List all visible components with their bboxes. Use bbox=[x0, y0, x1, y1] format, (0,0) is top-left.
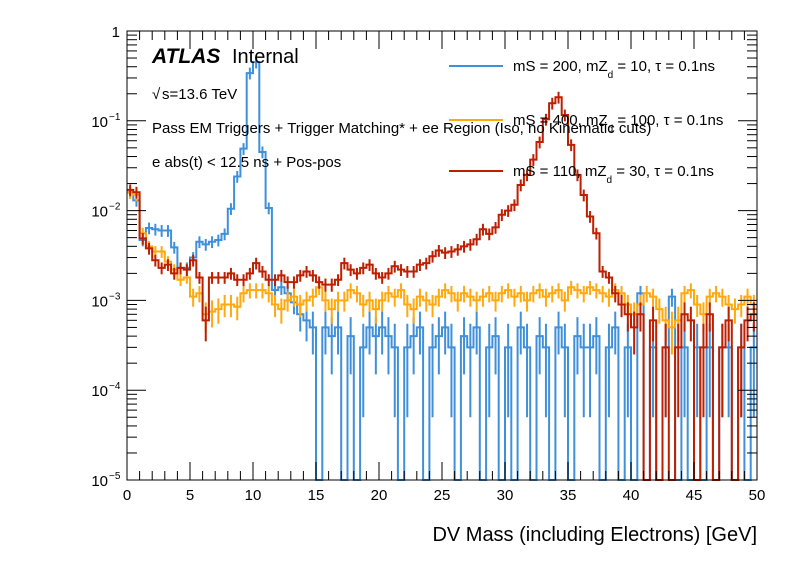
legend: mS = 200, mZd = 10, τ = 0.1ns mS = 400, m… bbox=[449, 58, 723, 186]
x-tick-label: 15 bbox=[308, 487, 325, 504]
x-tick-label: 40 bbox=[623, 487, 640, 504]
y-tick-exponent: −2 bbox=[109, 202, 121, 213]
x-tick-label: 35 bbox=[560, 487, 577, 504]
y-tick-label: 10 bbox=[91, 204, 108, 221]
y-tick-exponent: −5 bbox=[109, 471, 121, 482]
legend-entry-3: mS = 110, mZd = 30, τ = 0.1ns bbox=[449, 163, 714, 186]
axis-ticks bbox=[126, 30, 758, 481]
sqrt-symbol: √ bbox=[152, 86, 161, 103]
x-axis-label: DV Mass (including Electrons) [GeV] bbox=[432, 524, 757, 546]
x-tick-label: 45 bbox=[686, 487, 703, 504]
y-tick-label: 10 bbox=[91, 114, 108, 131]
atlas-label: ATLAS bbox=[151, 45, 220, 68]
y-tick-label: 1 bbox=[112, 24, 120, 41]
y-tick-label: 10 bbox=[91, 473, 108, 490]
x-tick-labels: 0 5 10 15 20 25 30 35 40 45 50 bbox=[123, 487, 766, 504]
legend-label: mS = 110, mZd = 30, τ = 0.1ns bbox=[513, 163, 714, 186]
energy-label: s=13.6 TeV bbox=[162, 86, 237, 103]
series-3 bbox=[127, 91, 757, 481]
y-tick-label: 10 bbox=[91, 293, 108, 310]
x-tick-label: 0 bbox=[123, 487, 131, 504]
y-tick-label: 10 bbox=[91, 383, 108, 400]
y-tick-exponent: −3 bbox=[109, 291, 121, 302]
x-tick-label: 10 bbox=[245, 487, 262, 504]
x-tick-label: 5 bbox=[186, 487, 194, 504]
x-tick-label: 50 bbox=[749, 487, 766, 504]
internal-label: Internal bbox=[232, 46, 299, 68]
y-tick-labels: 10 −510 −410 −310 −210 −11 bbox=[91, 24, 121, 490]
legend-entry-1: mS = 200, mZd = 10, τ = 0.1ns bbox=[449, 58, 715, 81]
series-layer bbox=[127, 56, 757, 481]
y-tick-exponent: −1 bbox=[109, 112, 121, 123]
y-tick-exponent: −4 bbox=[109, 381, 121, 392]
selection-label-2: e abs(t) < 12.5 ns + Pos-pos bbox=[152, 154, 341, 171]
selection-label-1: Pass EM Triggers + Trigger Matching* + e… bbox=[152, 120, 651, 137]
x-tick-label: 20 bbox=[371, 487, 388, 504]
legend-entry-2: mS = 400, mZd = 100, τ = 0.1ns bbox=[449, 112, 723, 135]
x-tick-label: 25 bbox=[434, 487, 451, 504]
histogram-line bbox=[127, 191, 757, 329]
legend-label: mS = 200, mZd = 10, τ = 0.1ns bbox=[513, 58, 715, 81]
legend-label: mS = 400, mZd = 100, τ = 0.1ns bbox=[513, 112, 723, 135]
x-tick-label: 30 bbox=[497, 487, 514, 504]
histogram-line bbox=[127, 96, 757, 481]
